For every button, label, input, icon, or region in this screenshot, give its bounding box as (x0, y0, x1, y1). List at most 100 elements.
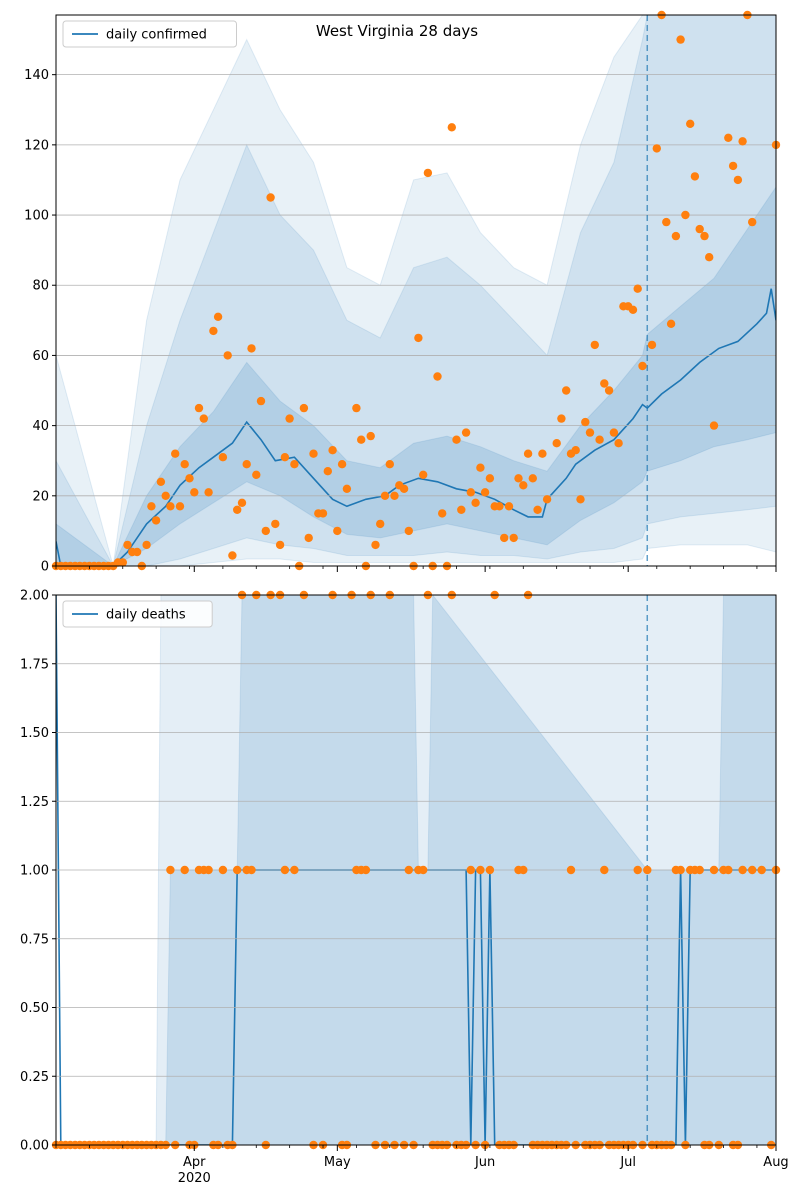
data-point (261, 526, 270, 536)
data-point (151, 516, 161, 525)
y-tick-label: 0.00 (20, 1139, 49, 1154)
data-point (223, 351, 232, 360)
data-point (376, 519, 385, 529)
y-tick-label: 0 (41, 560, 49, 575)
data-point (161, 491, 170, 500)
band-outer (56, 15, 776, 566)
data-point (643, 865, 652, 875)
data-point (709, 865, 719, 875)
data-point (676, 35, 685, 44)
data-point (357, 435, 366, 444)
data-point (709, 421, 719, 430)
data-point (604, 386, 614, 395)
data-point (271, 519, 280, 529)
confirmed-panel: 0 20 40 60 80 100 120 140 daily confirmed (24, 10, 781, 575)
data-point (385, 460, 394, 469)
data-point (180, 865, 189, 875)
x-tick-label: Apr (183, 1155, 206, 1170)
data-point (671, 231, 681, 241)
data-point (233, 505, 242, 514)
y-tick-label: 0.50 (20, 1001, 49, 1016)
data-point (523, 449, 533, 458)
data-point (194, 403, 204, 413)
data-point (633, 284, 642, 293)
data-point (404, 526, 413, 536)
data-point (542, 495, 552, 504)
data-point (495, 502, 504, 511)
deaths-panel: 0.00 0.25 0.50 0.75 1.00 1.25 1.50 1.75 2.00 Apr2… (20, 589, 789, 1187)
data-point (233, 865, 242, 875)
data-point (566, 865, 576, 875)
data-point (228, 551, 237, 560)
data-point (528, 474, 537, 483)
plot-area (56, 15, 776, 566)
data-point (337, 460, 347, 469)
data-point (461, 428, 471, 437)
series-line (56, 288, 776, 566)
y-tick-label: 2.00 (20, 589, 49, 604)
legend-label: daily confirmed (106, 28, 207, 43)
y-tick-label: 60 (32, 349, 49, 364)
data-point (600, 865, 609, 875)
data-point (519, 481, 528, 490)
data-point (590, 340, 599, 350)
data-point (304, 533, 313, 543)
data-point (266, 193, 275, 202)
data-point (323, 467, 332, 476)
data-point (123, 540, 132, 550)
y-tick-label: 0.25 (20, 1070, 49, 1085)
legend: daily deaths (62, 600, 213, 628)
data-point (457, 505, 466, 514)
data-point (218, 865, 228, 875)
data-point (585, 428, 595, 437)
data-point (571, 446, 580, 455)
legend-box (62, 20, 237, 48)
y-tick-label: 140 (24, 68, 49, 83)
data-point (728, 161, 738, 171)
data-point (318, 509, 328, 518)
data-point (309, 449, 318, 458)
y-tick-label: 20 (32, 489, 49, 504)
data-point (676, 865, 685, 875)
data-point (724, 133, 733, 142)
data-point (185, 474, 194, 483)
data-point (652, 144, 661, 153)
data-point (647, 340, 657, 350)
data-point (628, 305, 638, 314)
y-tick-label: 100 (24, 209, 49, 224)
x-tick-label: Jun (474, 1155, 495, 1170)
data-point (533, 505, 542, 514)
data-point (514, 474, 523, 483)
data-point (485, 474, 495, 483)
data-point (666, 319, 676, 328)
data-point (380, 491, 390, 500)
data-point (290, 865, 299, 875)
data-point (371, 540, 380, 550)
y-tick-label: 1.75 (20, 657, 49, 672)
data-point (404, 865, 413, 875)
y-tick-label: 80 (32, 279, 49, 294)
data-point (471, 498, 480, 507)
data-point (738, 865, 747, 875)
data-point (171, 449, 180, 458)
data-point (500, 533, 509, 543)
data-point (333, 526, 342, 536)
data-point (581, 417, 590, 427)
data-point (686, 119, 695, 128)
data-point (190, 488, 199, 497)
y-tick-label: 120 (24, 138, 49, 153)
data-point (476, 865, 485, 875)
data-point (705, 253, 714, 262)
data-point (247, 344, 256, 353)
data-point (199, 414, 208, 423)
data-point (342, 484, 352, 493)
data-point (399, 484, 409, 493)
data-point (209, 326, 218, 336)
data-point (748, 865, 757, 875)
data-point (681, 210, 690, 220)
data-point (538, 449, 547, 458)
data-point (213, 312, 223, 321)
data-point (690, 172, 700, 181)
data-point (423, 168, 433, 178)
data-point (275, 540, 285, 550)
